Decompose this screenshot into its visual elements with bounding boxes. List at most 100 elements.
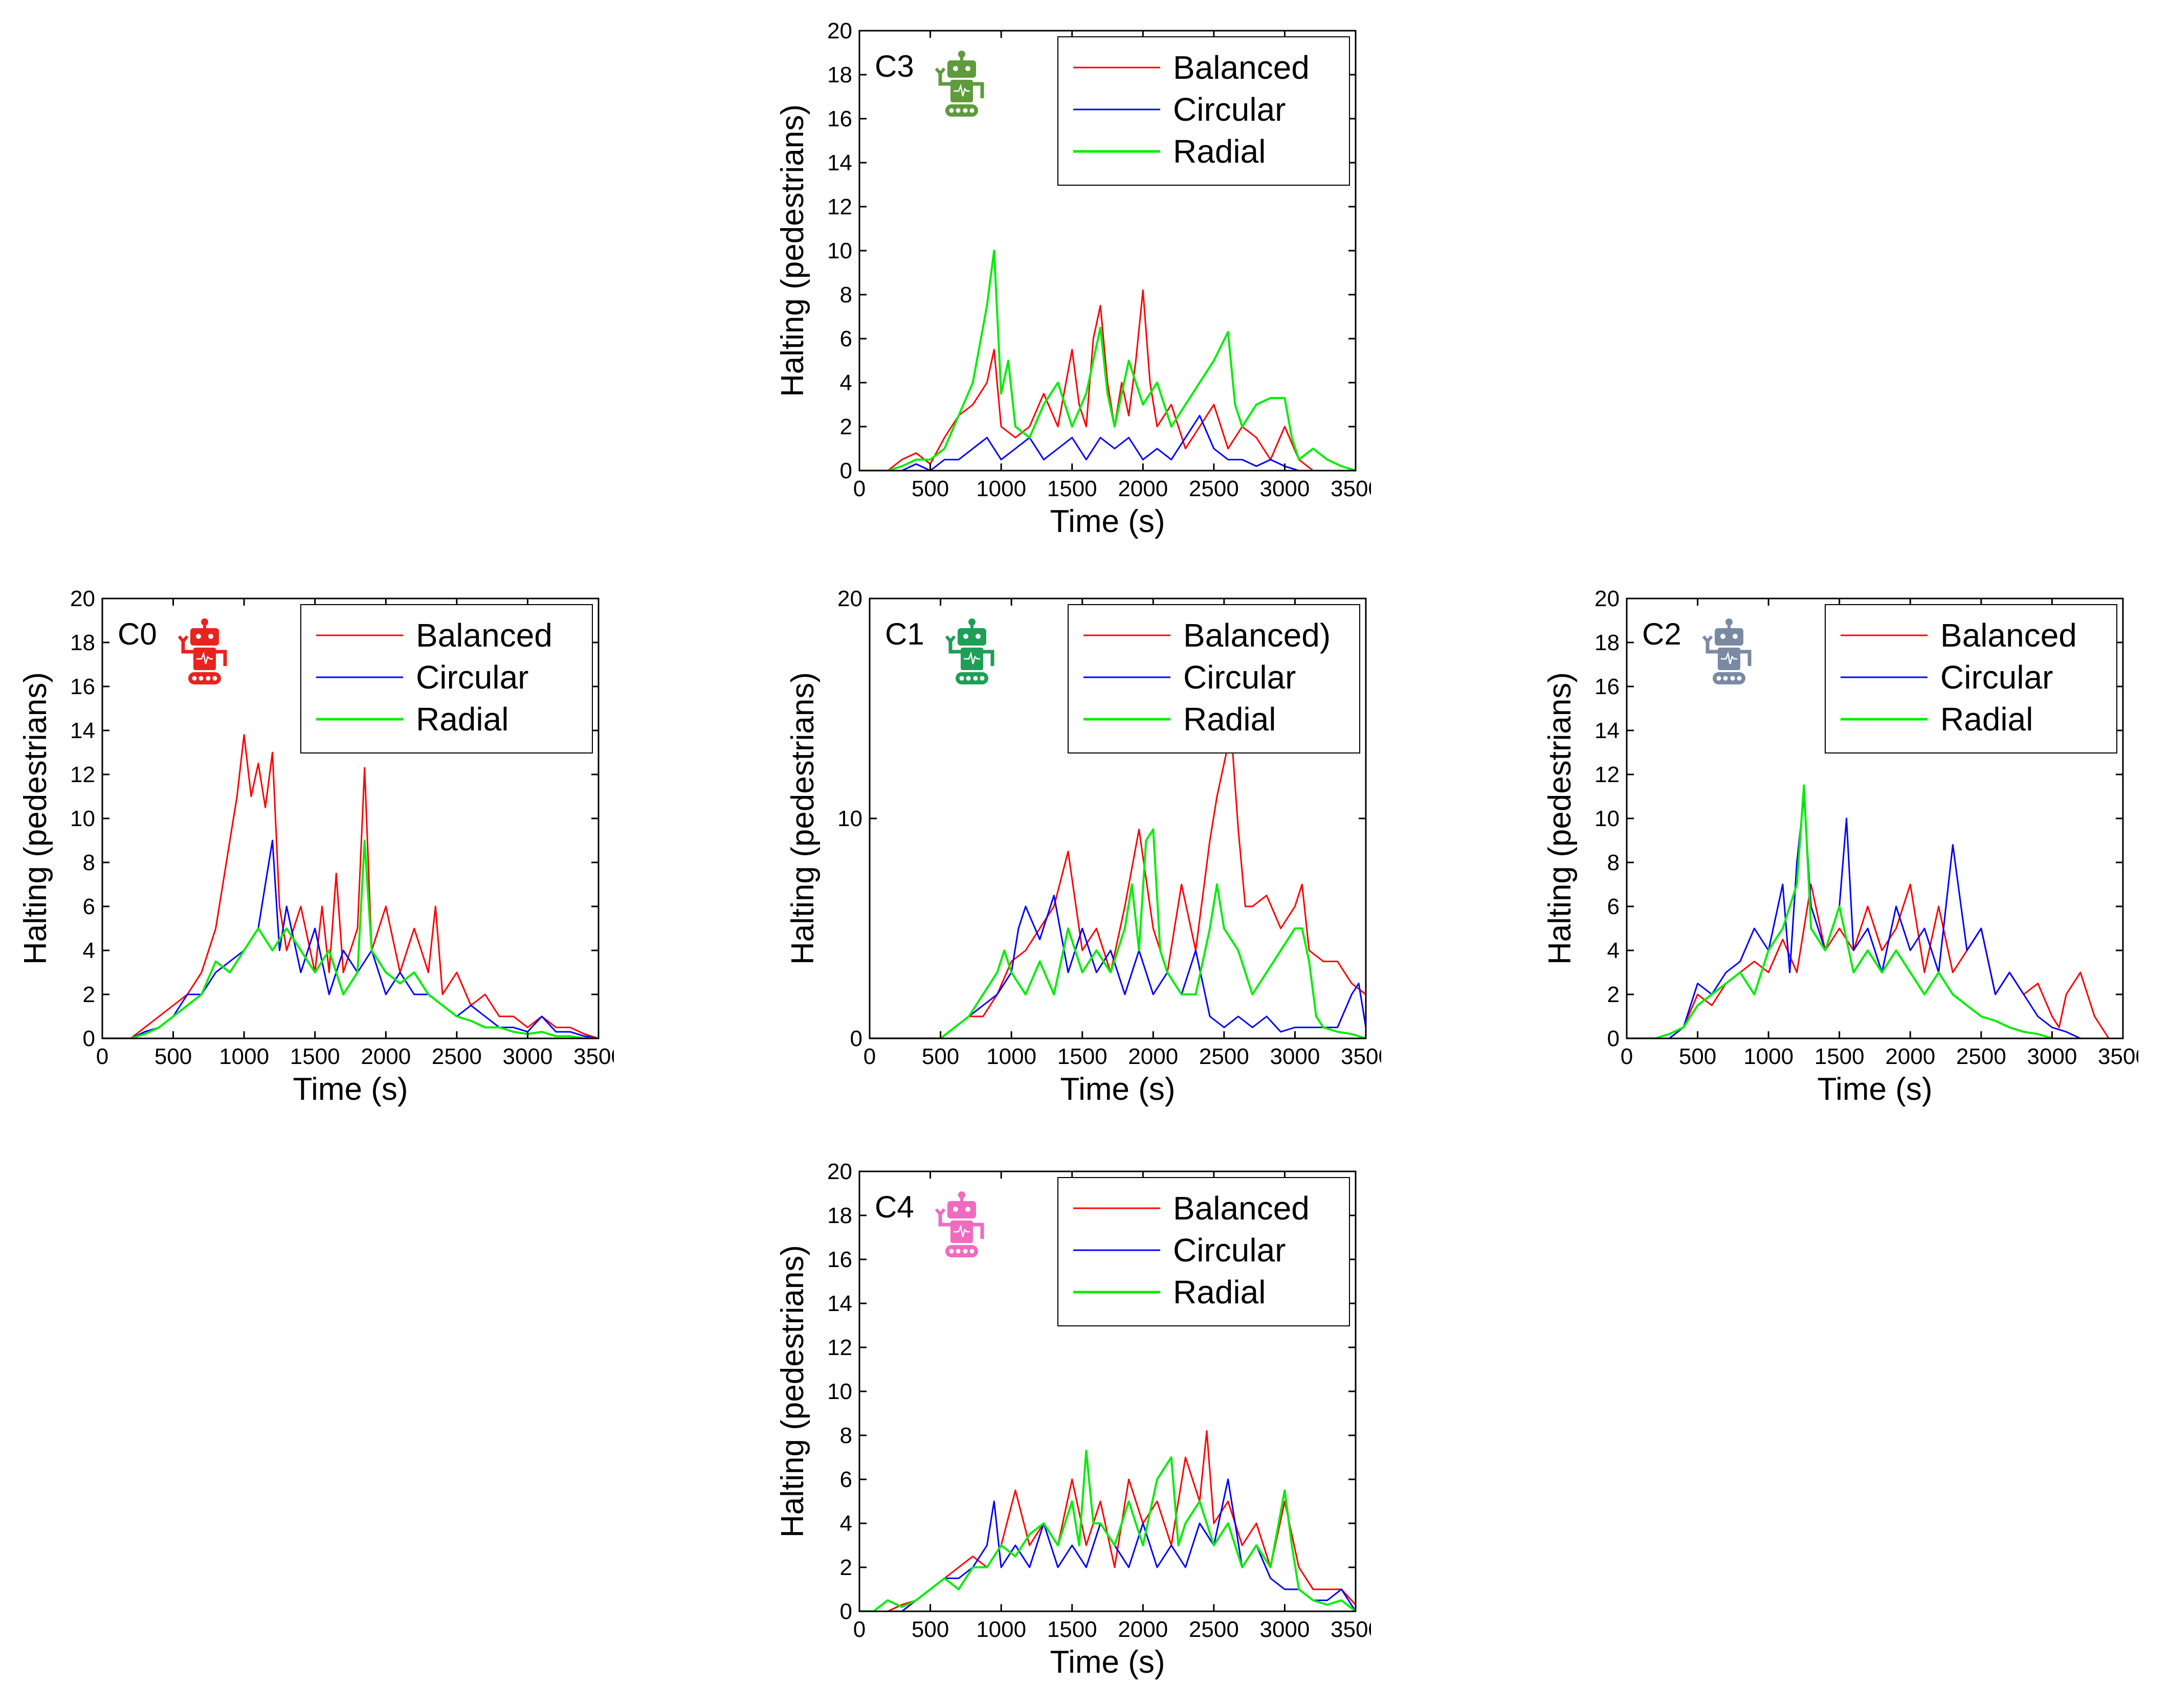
y-tick-label: 20: [1595, 586, 1620, 611]
x-axis-label: Time (s): [1050, 1645, 1165, 1680]
panel-tag: C3: [875, 49, 914, 83]
legend-box: [300, 604, 593, 753]
x-axis-label: Time (s): [1060, 1072, 1176, 1107]
x-tick-label: 0: [853, 1617, 866, 1642]
x-axis-label: Time (s): [1050, 504, 1165, 539]
y-axis-label: Halting (pedestrians): [775, 1245, 810, 1538]
series-line-circular: [859, 415, 1327, 471]
y-tick-label: 14: [827, 1291, 852, 1316]
y-tick-label: 16: [827, 106, 852, 131]
panel-tag: C2: [1642, 617, 1681, 651]
series-line-circular: [1627, 795, 2081, 1038]
x-tick-label: 1500: [290, 1044, 340, 1069]
robot-icon: [935, 51, 984, 117]
legend-label-balanced: Balanced: [1173, 49, 1310, 86]
y-tick-label: 2: [840, 414, 852, 439]
y-tick-label: 10: [827, 1379, 852, 1404]
legend-box: [1057, 36, 1350, 186]
y-tick-label: 0: [840, 458, 852, 483]
x-tick-label: 2500: [1956, 1044, 2006, 1069]
panel-tag: C4: [875, 1190, 914, 1224]
legend-label-circular: Circular: [1173, 1232, 1286, 1269]
x-tick-label: 2500: [1199, 1044, 1249, 1069]
y-tick-label: 2: [83, 982, 95, 1007]
robot-icon: [945, 618, 994, 684]
legend: Balanced Circular Radial: [300, 604, 593, 753]
y-tick-label: 6: [83, 894, 95, 919]
y-tick-label: 20: [837, 586, 862, 611]
x-axis-label: Time (s): [293, 1072, 408, 1107]
x-tick-label: 1000: [986, 1044, 1036, 1069]
legend-box: [1825, 604, 2117, 753]
legend: Balanced Circular Radial: [1057, 36, 1350, 186]
series-line-balanced: [859, 1430, 1356, 1611]
y-tick-label: 0: [840, 1599, 852, 1624]
y-tick-label: 8: [840, 282, 852, 307]
legend-label-radial: Radial: [416, 701, 508, 738]
x-tick-label: 500: [1679, 1044, 1716, 1069]
legend-label-circular: Circular: [1183, 659, 1296, 696]
robot-icon: [935, 1191, 984, 1257]
legend-label-balanced: Balanced: [1173, 1190, 1310, 1227]
series-line-circular: [859, 1478, 1356, 1611]
y-tick-label: 6: [1607, 894, 1620, 919]
legend-label-radial: Radial: [1173, 1274, 1266, 1311]
y-tick-label: 10: [1595, 806, 1620, 831]
y-tick-label: 14: [70, 718, 95, 743]
y-tick-label: 20: [827, 1159, 852, 1184]
panel-tag: C1: [885, 617, 924, 651]
series-line-balanced: [859, 289, 1327, 471]
y-tick-label: 8: [83, 850, 95, 875]
legend: Balanced Circular Radial: [1057, 1177, 1350, 1326]
y-tick-label: 8: [1607, 850, 1620, 875]
y-tick-label: 18: [827, 62, 852, 87]
series-line-balanced: [102, 734, 599, 1038]
y-tick-label: 12: [827, 194, 852, 219]
y-tick-label: 16: [827, 1247, 852, 1272]
x-tick-label: 1500: [1047, 476, 1097, 501]
y-tick-label: 12: [1595, 762, 1620, 787]
series-line-balanced: [870, 729, 1366, 1038]
legend-label-radial: Radial: [1173, 133, 1266, 170]
y-tick-label: 0: [1607, 1026, 1620, 1051]
x-tick-label: 1500: [1814, 1044, 1865, 1069]
y-tick-label: 10: [837, 806, 862, 831]
y-tick-label: 0: [83, 1026, 95, 1051]
legend: Balanced) Circular Radial: [1068, 604, 1360, 753]
x-tick-label: 2000: [1128, 1044, 1178, 1069]
x-tick-label: 500: [912, 476, 949, 501]
y-tick-label: 14: [1595, 718, 1620, 743]
x-tick-label: 2000: [1885, 1044, 1935, 1069]
x-tick-label: 3000: [2027, 1044, 2077, 1069]
legend-label-circular: Circular: [1173, 91, 1286, 128]
y-tick-label: 12: [827, 1335, 852, 1360]
x-tick-label: 3000: [1259, 476, 1310, 501]
legend-box: [1068, 604, 1360, 753]
y-tick-label: 14: [827, 150, 852, 175]
y-tick-label: 18: [70, 630, 95, 655]
y-tick-label: 18: [827, 1203, 852, 1228]
x-tick-label: 1500: [1047, 1617, 1097, 1642]
x-tick-label: 0: [853, 476, 866, 501]
x-tick-label: 0: [863, 1044, 876, 1069]
x-tick-label: 2500: [1189, 1617, 1239, 1642]
y-tick-label: 0: [850, 1026, 862, 1051]
y-tick-label: 2: [1607, 982, 1620, 1007]
y-tick-label: 4: [1607, 938, 1620, 963]
y-axis-label: Halting (pedestrians): [785, 672, 821, 965]
y-tick-label: 4: [840, 370, 852, 395]
y-tick-label: 16: [70, 674, 95, 699]
x-tick-label: 3000: [502, 1044, 552, 1069]
legend-label-balanced: Balanced: [1940, 617, 2077, 654]
